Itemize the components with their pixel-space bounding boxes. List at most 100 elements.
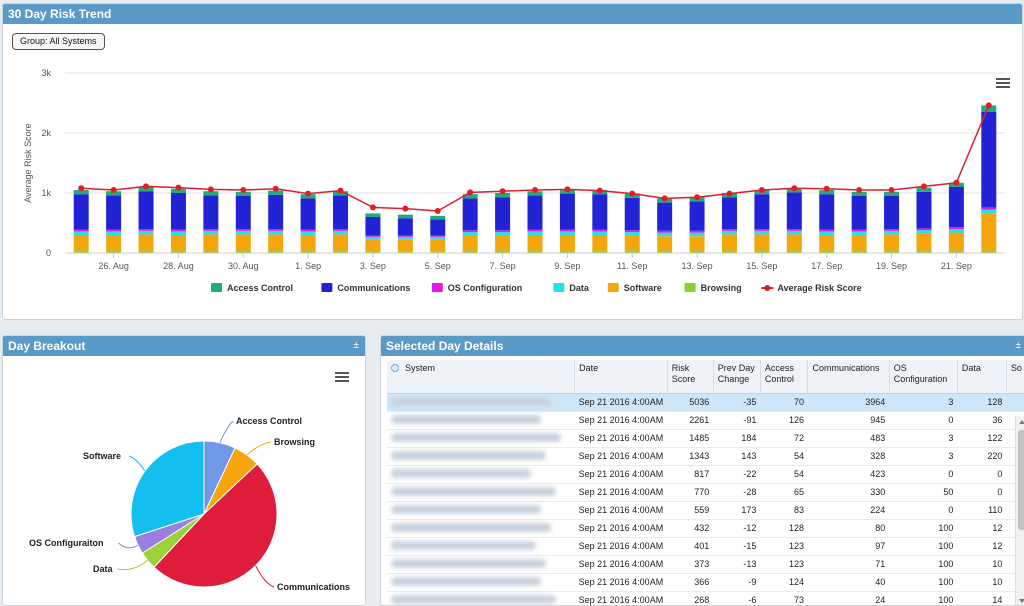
table-row[interactable]: Sep 21 2016 4:00AM 373 -13 123 71 100 10 (387, 555, 1024, 574)
table-row[interactable]: Sep 21 2016 4:00AM 2261 -91 126 945 0 36 (387, 411, 1024, 430)
bar-segment-browsing[interactable] (592, 250, 608, 253)
bar-segment-data[interactable] (851, 231, 867, 235)
bar-segment-access-control[interactable] (365, 213, 381, 217)
average-risk-score-point[interactable] (369, 204, 376, 211)
bar-segment-data[interactable] (786, 230, 802, 235)
average-risk-score-point[interactable] (953, 179, 960, 186)
bar-segment-os-configuration[interactable] (203, 229, 219, 231)
average-risk-score-point[interactable] (207, 186, 214, 193)
column-header-system[interactable]: System (387, 360, 576, 394)
table-row[interactable]: Sep 21 2016 4:00AM 770 -28 65 330 50 0 (387, 483, 1024, 502)
bar-segment-os-configuration[interactable] (721, 229, 737, 231)
bar-segment-software[interactable] (235, 234, 251, 251)
bar-segment-communications[interactable] (916, 191, 932, 229)
average-risk-score-point[interactable] (920, 183, 927, 190)
bar-segment-os-configuration[interactable] (300, 229, 316, 232)
bar-segment-data[interactable] (462, 232, 478, 236)
bar-segment-communications[interactable] (819, 194, 835, 230)
bar-segment-communications[interactable] (138, 191, 154, 229)
average-risk-score-point[interactable] (758, 187, 765, 193)
average-risk-score-point[interactable] (629, 190, 636, 197)
bar-segment-data[interactable] (884, 230, 900, 235)
bar-segment-data[interactable] (754, 230, 770, 235)
bar-segment-os-configuration[interactable] (73, 229, 89, 232)
bar-segment-communications[interactable] (527, 195, 543, 230)
bar-segment-os-configuration[interactable] (138, 229, 154, 231)
bar-segment-data[interactable] (397, 236, 413, 240)
bar-segment-software[interactable] (430, 239, 446, 252)
bar-segment-software[interactable] (527, 235, 543, 251)
bar-segment-browsing[interactable] (754, 250, 770, 253)
bar-segment-data[interactable] (430, 236, 446, 240)
bar-segment-os-configuration[interactable] (754, 229, 770, 231)
bar-segment-data[interactable] (981, 209, 997, 214)
bar-segment-access-control[interactable] (495, 193, 511, 198)
bar-segment-os-configuration[interactable] (981, 207, 997, 210)
bar-segment-software[interactable] (495, 235, 511, 251)
bar-segment-software[interactable] (851, 235, 867, 251)
bar-segment-browsing[interactable] (73, 250, 89, 253)
legend-item-access-control[interactable]: Access Control (211, 283, 293, 293)
average-risk-score-point[interactable] (175, 184, 182, 191)
average-risk-score-point[interactable] (467, 189, 474, 196)
bar-segment-data[interactable] (721, 230, 737, 235)
collapse-icon[interactable]: ± (353, 340, 360, 351)
average-risk-score-point[interactable] (110, 187, 117, 193)
column-header-access-control[interactable]: Access Control (760, 360, 809, 394)
bar-segment-browsing[interactable] (721, 250, 737, 253)
bar-segment-os-configuration[interactable] (527, 229, 543, 232)
bar-segment-software[interactable] (689, 236, 705, 251)
group-filter-button[interactable]: Group: All Systems (12, 33, 105, 50)
table-row[interactable]: Sep 21 2016 4:00AM 5036 -35 70 3964 3 128 (387, 393, 1024, 412)
legend-item-software[interactable]: Software (607, 283, 662, 293)
bar-segment-access-control[interactable] (851, 191, 867, 196)
average-risk-score-point[interactable] (823, 185, 830, 192)
bar-segment-access-control[interactable] (884, 191, 900, 196)
column-header-data[interactable]: Data (957, 360, 1007, 394)
column-header-risk-score[interactable]: Risk Score (667, 360, 714, 394)
bar-segment-software[interactable] (592, 235, 608, 251)
bar-segment-browsing[interactable] (819, 250, 835, 253)
bar-segment-data[interactable] (365, 236, 381, 240)
bar-segment-communications[interactable] (365, 217, 381, 236)
bar-segment-browsing[interactable] (624, 250, 640, 253)
bar-segment-access-control[interactable] (397, 214, 413, 219)
bar-segment-os-configuration[interactable] (689, 230, 705, 233)
bar-segment-software[interactable] (721, 234, 737, 251)
bar-segment-browsing[interactable] (430, 251, 446, 253)
bar-segment-software[interactable] (333, 234, 349, 251)
select-all-radio-icon[interactable] (391, 364, 399, 372)
legend-item-os-configuration[interactable]: OS Configuration (431, 283, 523, 293)
table-row[interactable]: Sep 21 2016 4:00AM 817 -22 54 423 0 0 (387, 465, 1024, 484)
bar-segment-software[interactable] (981, 213, 997, 251)
bar-segment-data[interactable] (203, 230, 219, 235)
bar-segment-data[interactable] (916, 230, 932, 234)
bar-segment-access-control[interactable] (170, 188, 186, 193)
bar-segment-access-control[interactable] (235, 191, 251, 196)
bar-segment-data[interactable] (495, 232, 511, 236)
bar-segment-access-control[interactable] (106, 191, 122, 196)
bar-segment-data[interactable] (527, 231, 543, 235)
bar-segment-data[interactable] (948, 229, 964, 233)
average-risk-score-point[interactable] (272, 185, 279, 192)
bar-segment-software[interactable] (138, 234, 154, 251)
bar-segment-os-configuration[interactable] (786, 229, 802, 231)
bar-segment-communications[interactable] (203, 195, 219, 229)
bar-segment-communications[interactable] (495, 197, 511, 231)
bar-segment-access-control[interactable] (819, 190, 835, 195)
table-row[interactable]: Sep 21 2016 4:00AM 366 -9 124 40 100 10 (387, 573, 1024, 592)
bar-segment-software[interactable] (365, 239, 381, 252)
bar-segment-browsing[interactable] (235, 250, 251, 253)
bar-segment-software[interactable] (203, 234, 219, 251)
bar-segment-os-configuration[interactable] (365, 235, 381, 237)
average-risk-score-point[interactable] (791, 185, 798, 192)
legend-item-average-risk-score[interactable]: Average Risk Score (761, 283, 862, 293)
bar-segment-access-control[interactable] (981, 105, 997, 112)
hamburger-menu-icon[interactable] (335, 372, 349, 384)
bar-segment-communications[interactable] (981, 112, 997, 208)
bar-segment-data[interactable] (300, 231, 316, 235)
bar-segment-software[interactable] (884, 234, 900, 251)
bar-segment-access-control[interactable] (430, 215, 446, 220)
scroll-thumb[interactable] (1018, 430, 1024, 530)
bar-segment-browsing[interactable] (170, 250, 186, 253)
